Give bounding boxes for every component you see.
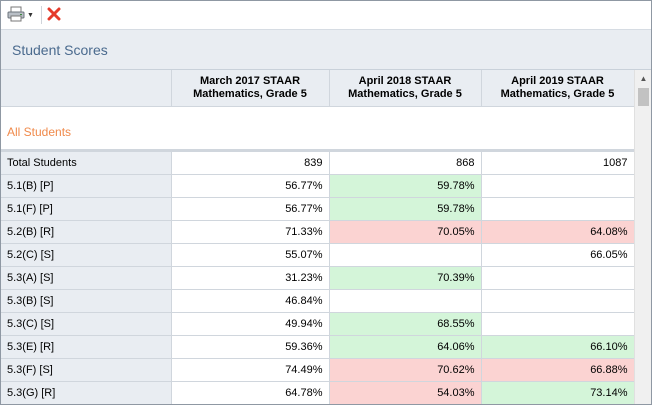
score-cell: 56.77% [170, 197, 330, 221]
column-header[interactable]: April 2019 STAAR Mathematics, Grade 5 [480, 70, 634, 107]
header-row: March 2017 STAAR Mathematics, Grade 5 Ap… [1, 70, 634, 107]
table-row: 5.1(B) [P] 56.77% 59.78% [1, 174, 634, 198]
close-button[interactable] [47, 5, 67, 25]
score-cell [480, 174, 634, 198]
chevron-down-icon: ▼ [27, 11, 34, 19]
score-cell: 59.78% [328, 174, 482, 198]
score-cell: 59.36% [170, 335, 330, 359]
score-cell [328, 289, 482, 313]
panel-header: Student Scores [1, 30, 651, 70]
close-x-icon [47, 7, 61, 24]
score-cell: 868 [328, 150, 482, 175]
table-row: 5.1(F) [P] 56.77% 59.78% [1, 197, 634, 221]
score-cell [328, 243, 482, 267]
panel-title: Student Scores [12, 42, 108, 58]
column-header-line1: April 2018 STAAR [358, 75, 452, 87]
score-cell: 55.07% [170, 243, 330, 267]
score-cell: 49.94% [170, 312, 330, 336]
table-row: Total Students 839 868 1087 [1, 150, 634, 175]
row-label: 5.3(E) [R] [1, 335, 172, 359]
printer-icon [7, 6, 25, 25]
score-cell: 56.77% [170, 174, 330, 198]
score-cell: 70.05% [328, 220, 482, 244]
score-cell: 59.78% [328, 197, 482, 221]
score-cell [480, 289, 634, 313]
vertical-scrollbar[interactable]: ▲ [634, 70, 651, 404]
row-label: 5.1(F) [P] [1, 197, 172, 221]
scrollbar-thumb[interactable] [638, 88, 649, 106]
column-header-line1: April 2019 STAAR [511, 75, 604, 87]
header-corner [1, 70, 172, 107]
group-row: All Students [1, 106, 634, 152]
score-cell: 46.84% [170, 289, 330, 313]
column-header-line1: March 2017 STAAR [199, 75, 301, 87]
score-cell [480, 197, 634, 221]
table-row: 5.3(C) [S] 49.94% 68.55% [1, 312, 634, 336]
table-row: 5.2(B) [R] 71.33% 70.05% 64.08% [1, 220, 634, 244]
row-label: 5.3(F) [S] [1, 358, 172, 382]
scores-table: March 2017 STAAR Mathematics, Grade 5 Ap… [1, 70, 634, 404]
row-label: 5.3(B) [S] [1, 289, 172, 313]
toolbar: ▼ [1, 1, 651, 30]
row-label: 5.3(G) [R] [1, 381, 172, 404]
score-cell: 71.33% [170, 220, 330, 244]
group-label: All Students [1, 106, 634, 152]
scroll-up-arrow-icon[interactable]: ▲ [639, 74, 648, 83]
score-cell: 66.88% [480, 358, 634, 382]
score-cell: 64.78% [170, 381, 330, 404]
score-cell: 31.23% [170, 266, 330, 290]
score-cell: 1087 [480, 150, 634, 175]
column-header-line2: Mathematics, Grade 5 [193, 88, 307, 100]
table-row: 5.3(E) [R] 59.36% 64.06% 66.10% [1, 335, 634, 359]
score-cell: 64.06% [328, 335, 482, 359]
score-cell: 73.14% [480, 381, 634, 404]
table-row: 5.2(C) [S] 55.07% 66.05% [1, 243, 634, 267]
column-header-line2: Mathematics, Grade 5 [348, 88, 462, 100]
table-row: 5.3(A) [S] 31.23% 70.39% [1, 266, 634, 290]
score-cell: 66.05% [480, 243, 634, 267]
score-cell: 68.55% [328, 312, 482, 336]
score-cell: 66.10% [480, 335, 634, 359]
score-cell: 70.39% [328, 266, 482, 290]
score-cell: 54.03% [328, 381, 482, 404]
row-label: 5.1(B) [P] [1, 174, 172, 198]
score-cell: 74.49% [170, 358, 330, 382]
score-cell: 64.08% [480, 220, 634, 244]
table-row: 5.3(B) [S] 46.84% [1, 289, 634, 313]
row-label: Total Students [1, 150, 172, 175]
toolbar-separator [41, 6, 42, 24]
row-label: 5.3(C) [S] [1, 312, 172, 336]
row-label: 5.3(A) [S] [1, 266, 172, 290]
print-dropdown-button[interactable]: ▼ [7, 5, 37, 25]
score-cell: 70.62% [328, 358, 482, 382]
row-label: 5.2(C) [S] [1, 243, 172, 267]
column-header[interactable]: April 2018 STAAR Mathematics, Grade 5 [328, 70, 482, 107]
table-row: 5.3(G) [R] 64.78% 54.03% 73.14% [1, 381, 634, 404]
column-header[interactable]: March 2017 STAAR Mathematics, Grade 5 [170, 70, 330, 107]
table-row: 5.3(F) [S] 74.49% 70.62% 66.88% [1, 358, 634, 382]
scores-grid: March 2017 STAAR Mathematics, Grade 5 Ap… [1, 70, 634, 404]
row-label: 5.2(B) [R] [1, 220, 172, 244]
score-cell [480, 266, 634, 290]
score-cell: 839 [170, 150, 330, 175]
score-cell [480, 312, 634, 336]
column-header-line2: Mathematics, Grade 5 [500, 88, 615, 100]
